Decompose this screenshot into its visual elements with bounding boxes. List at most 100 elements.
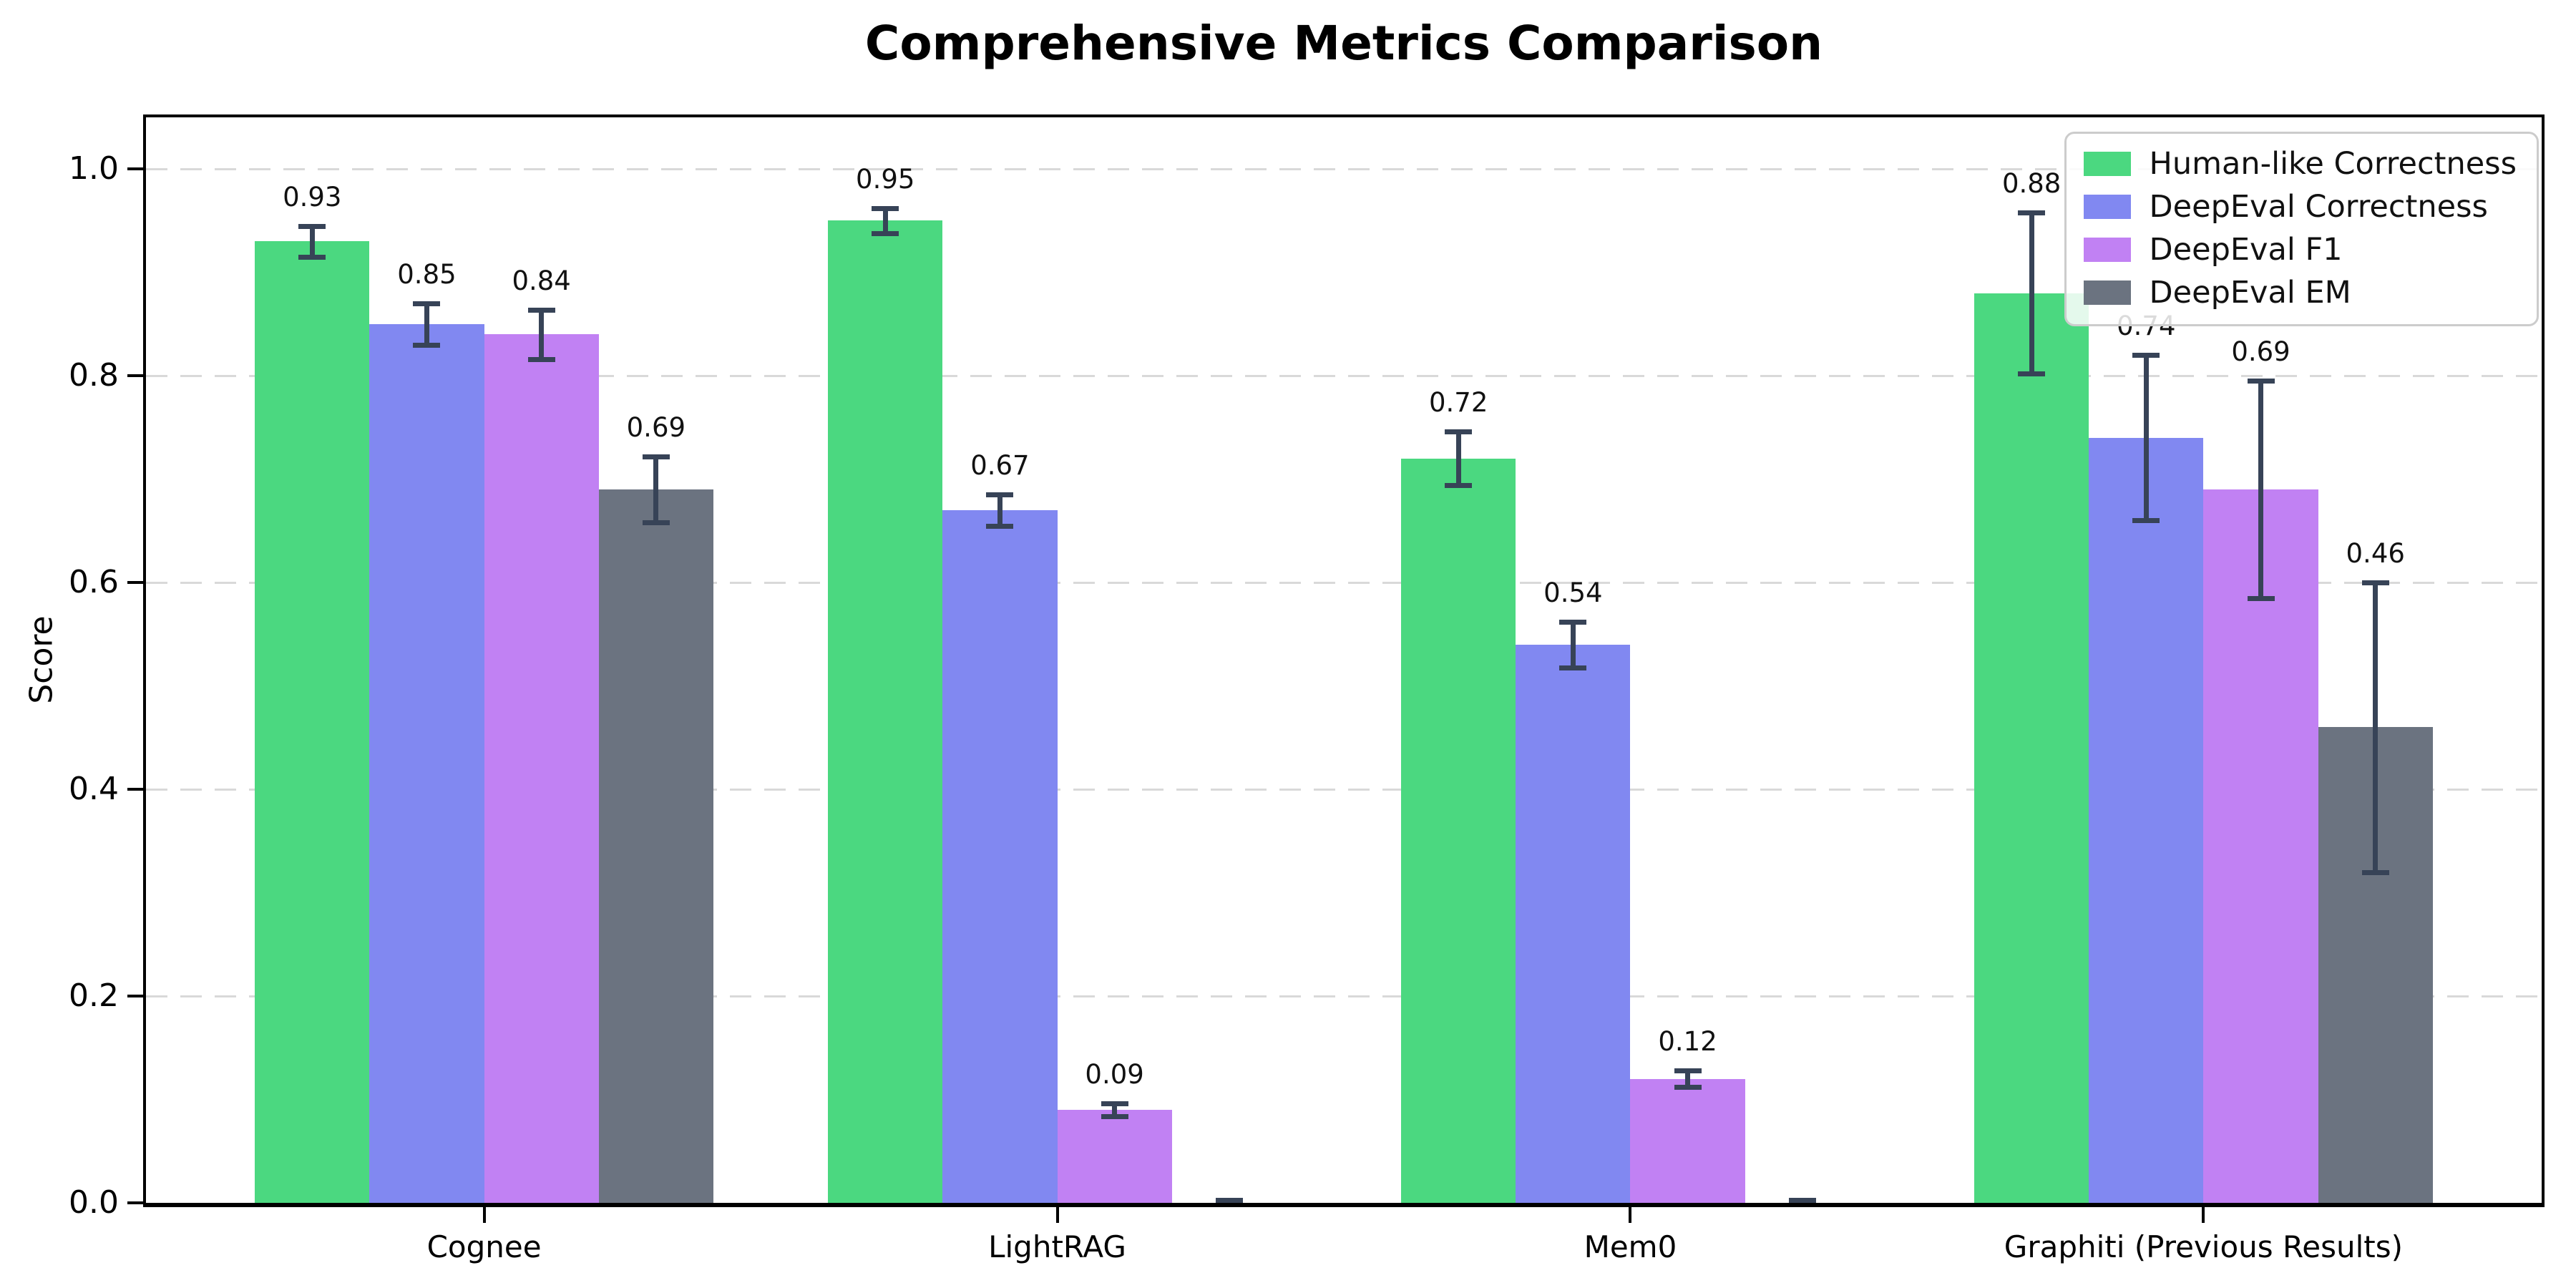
error-cap-top-deepeval-f1-graphiti-previous-results bbox=[2247, 379, 2275, 384]
legend-item-deepeval-correctness: DeepEval Correctness bbox=[2083, 188, 2517, 225]
error-bar-deepeval-f1-lightrag bbox=[1112, 1103, 1118, 1116]
error-cap-top-deepeval-f1-cognee bbox=[527, 307, 555, 313]
y-tick-label-1.0: 1.0 bbox=[69, 150, 119, 187]
legend-swatch-deepeval-f1 bbox=[2083, 238, 2131, 262]
error-cap-top-human-like-correctness-lightrag bbox=[872, 206, 899, 212]
bar-deepeval-correctness-mem0 bbox=[1516, 644, 1631, 1203]
error-bar-deepeval-em-cognee bbox=[653, 456, 659, 523]
y-tick-mark-0.0 bbox=[127, 1201, 143, 1204]
error-bars-layer bbox=[146, 117, 2542, 1203]
legend: Human-like Correctness DeepEval Correctne… bbox=[2064, 132, 2539, 326]
bar-value-label-deepeval-correctness-cognee: 0.85 bbox=[397, 259, 457, 291]
bar-deepeval-f1-mem0 bbox=[1630, 1078, 1745, 1203]
legend-swatch-human-like-correctness bbox=[2083, 152, 2131, 176]
legend-item-deepeval-f1: DeepEval F1 bbox=[2083, 231, 2517, 268]
bar-value-label-deepeval-f1-mem0: 0.12 bbox=[1658, 1026, 1717, 1058]
legend-swatch-deepeval-em bbox=[2083, 280, 2131, 305]
error-bar-human-like-correctness-cognee bbox=[309, 225, 315, 258]
legend-item-human-like-correctness: Human-like Correctness bbox=[2083, 145, 2517, 182]
gridline-y-0.2 bbox=[146, 995, 2542, 997]
y-tick-label-0.0: 0.0 bbox=[69, 1184, 119, 1221]
error-cap-bottom-deepeval-correctness-lightrag bbox=[986, 523, 1014, 529]
bar-value-label-deepeval-em-graphiti-previous-results: 0.46 bbox=[2346, 538, 2405, 570]
error-cap-bottom-deepeval-em-cognee bbox=[642, 520, 670, 526]
x-tick-mark-mem0 bbox=[1629, 1207, 1632, 1223]
x-tick-mark-graphiti-previous-results bbox=[2202, 1207, 2205, 1223]
bar-deepeval-f1-lightrag bbox=[1057, 1109, 1172, 1203]
error-cap-bottom-human-like-correctness-mem0 bbox=[1445, 483, 1473, 489]
error-cap-bottom-human-like-correctness-graphiti-previous-results bbox=[2018, 371, 2046, 377]
error-bar-deepeval-f1-mem0 bbox=[1685, 1070, 1691, 1088]
error-cap-top-deepeval-f1-mem0 bbox=[1674, 1068, 1702, 1074]
bar-deepeval-correctness-cognee bbox=[369, 323, 484, 1203]
legend-label-human-like-correctness: Human-like Correctness bbox=[2149, 146, 2517, 182]
y-tick-label-0.4: 0.4 bbox=[69, 771, 119, 808]
bar-human-like-correctness-mem0 bbox=[1401, 458, 1516, 1203]
gridline-y-0.8 bbox=[146, 374, 2542, 377]
error-bar-deepeval-f1-graphiti-previous-results bbox=[2258, 381, 2264, 598]
bar-deepeval-f1-cognee bbox=[484, 334, 599, 1203]
y-tick-label-0.2: 0.2 bbox=[69, 977, 119, 1015]
bar-value-label-deepeval-f1-cognee: 0.84 bbox=[512, 265, 571, 296]
error-bar-deepeval-correctness-lightrag bbox=[997, 494, 1002, 526]
error-cap-bottom-deepeval-f1-graphiti-previous-results bbox=[2247, 595, 2275, 601]
error-cap-bottom-deepeval-f1-lightrag bbox=[1101, 1113, 1128, 1119]
x-tick-label-graphiti-previous-results: Graphiti (Previous Results) bbox=[2004, 1229, 2404, 1264]
error-bar-deepeval-f1-cognee bbox=[539, 309, 545, 360]
chart-title: Comprehensive Metrics Comparison bbox=[864, 16, 1823, 71]
error-cap-top-deepeval-correctness-mem0 bbox=[1559, 620, 1587, 625]
x-tick-label-mem0: Mem0 bbox=[1584, 1229, 1677, 1264]
legend-label-deepeval-f1: DeepEval F1 bbox=[2149, 232, 2343, 268]
error-bar-human-like-correctness-graphiti-previous-results bbox=[2029, 212, 2034, 374]
error-cap-bottom-deepeval-em-mem0 bbox=[1788, 1198, 1816, 1203]
bar-value-label-deepeval-f1-graphiti-previous-results: 0.69 bbox=[2231, 336, 2290, 368]
bar-deepeval-correctness-lightrag bbox=[942, 510, 1058, 1203]
error-bar-human-like-correctness-mem0 bbox=[1455, 431, 1461, 486]
bar-human-like-correctness-graphiti-previous-results bbox=[1974, 293, 2089, 1203]
bar-deepeval-em-cognee bbox=[598, 489, 713, 1203]
error-cap-top-deepeval-correctness-lightrag bbox=[986, 492, 1014, 498]
bars-layer bbox=[146, 117, 2542, 1203]
gridline-y-0.4 bbox=[146, 788, 2542, 791]
bar-deepeval-f1-graphiti-previous-results bbox=[2203, 489, 2318, 1203]
y-tick-mark-0.4 bbox=[127, 788, 143, 791]
legend-label-deepeval-em: DeepEval EM bbox=[2149, 275, 2351, 311]
error-cap-top-human-like-correctness-cognee bbox=[298, 223, 326, 229]
bar-value-label-human-like-correctness-mem0: 0.72 bbox=[1428, 387, 1488, 419]
bar-value-label-deepeval-em-cognee: 0.69 bbox=[626, 411, 686, 443]
error-cap-bottom-deepeval-correctness-cognee bbox=[413, 342, 441, 348]
y-tick-label-0.8: 0.8 bbox=[69, 357, 119, 394]
error-bar-deepeval-correctness-cognee bbox=[424, 303, 429, 345]
bar-value-label-human-like-correctness-graphiti-previous-results: 0.88 bbox=[2001, 167, 2062, 199]
bar-deepeval-correctness-graphiti-previous-results bbox=[2089, 437, 2204, 1203]
bar-value-label-deepeval-correctness-mem0: 0.54 bbox=[1543, 577, 1603, 609]
error-cap-bottom-human-like-correctness-lightrag bbox=[872, 230, 899, 236]
bar-value-label-human-like-correctness-cognee: 0.93 bbox=[283, 181, 342, 213]
x-tick-label-cognee: Cognee bbox=[426, 1229, 542, 1264]
bar-value-label-deepeval-f1-lightrag: 0.09 bbox=[1085, 1059, 1144, 1091]
error-cap-bottom-human-like-correctness-cognee bbox=[298, 255, 326, 260]
x-tick-mark-cognee bbox=[482, 1207, 486, 1223]
error-cap-bottom-deepeval-f1-mem0 bbox=[1674, 1085, 1702, 1091]
y-tick-mark-0.2 bbox=[127, 995, 143, 998]
gridline-y-1 bbox=[146, 167, 2542, 170]
bar-value-label-human-like-correctness-lightrag: 0.95 bbox=[856, 164, 915, 195]
error-cap-top-deepeval-em-cognee bbox=[642, 454, 670, 459]
bar-human-like-correctness-lightrag bbox=[828, 220, 943, 1203]
error-cap-top-human-like-correctness-mem0 bbox=[1445, 429, 1473, 435]
error-cap-top-deepeval-em-graphiti-previous-results bbox=[2361, 580, 2389, 586]
grid-layer bbox=[146, 117, 2542, 1203]
y-tick-mark-1.0 bbox=[127, 167, 143, 171]
legend-label-deepeval-correctness: DeepEval Correctness bbox=[2149, 189, 2488, 225]
error-cap-bottom-deepeval-correctness-graphiti-previous-results bbox=[2132, 518, 2160, 524]
legend-swatch-deepeval-correctness bbox=[2083, 195, 2131, 219]
error-cap-top-deepeval-correctness-cognee bbox=[413, 301, 441, 307]
bar-human-like-correctness-cognee bbox=[255, 241, 370, 1203]
x-tick-label-lightrag: LightRAG bbox=[988, 1229, 1126, 1264]
error-bar-human-like-correctness-lightrag bbox=[882, 208, 888, 233]
error-cap-bottom-deepeval-em-lightrag bbox=[1215, 1198, 1243, 1203]
y-tick-mark-0.8 bbox=[127, 374, 143, 378]
legend-item-deepeval-em: DeepEval EM bbox=[2083, 274, 2517, 311]
error-bar-deepeval-correctness-mem0 bbox=[1570, 622, 1576, 668]
